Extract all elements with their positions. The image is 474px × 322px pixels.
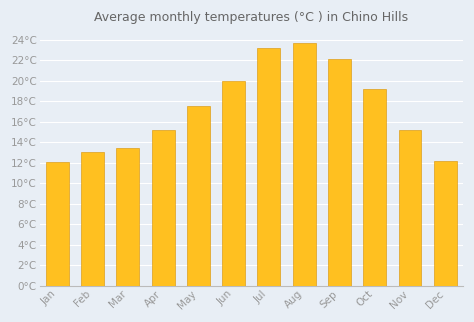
Bar	[328, 59, 351, 286]
Bar	[293, 43, 316, 286]
Title: Average monthly temperatures (°C ) in Chino Hills: Average monthly temperatures (°C ) in Ch…	[94, 11, 409, 24]
Bar	[257, 48, 281, 286]
Bar	[363, 89, 386, 286]
Bar	[399, 130, 421, 286]
Bar	[434, 161, 457, 286]
Bar	[222, 81, 245, 286]
Bar	[117, 148, 139, 286]
Bar	[152, 130, 174, 286]
Bar	[46, 162, 69, 286]
Bar	[81, 152, 104, 286]
Bar	[187, 106, 210, 286]
